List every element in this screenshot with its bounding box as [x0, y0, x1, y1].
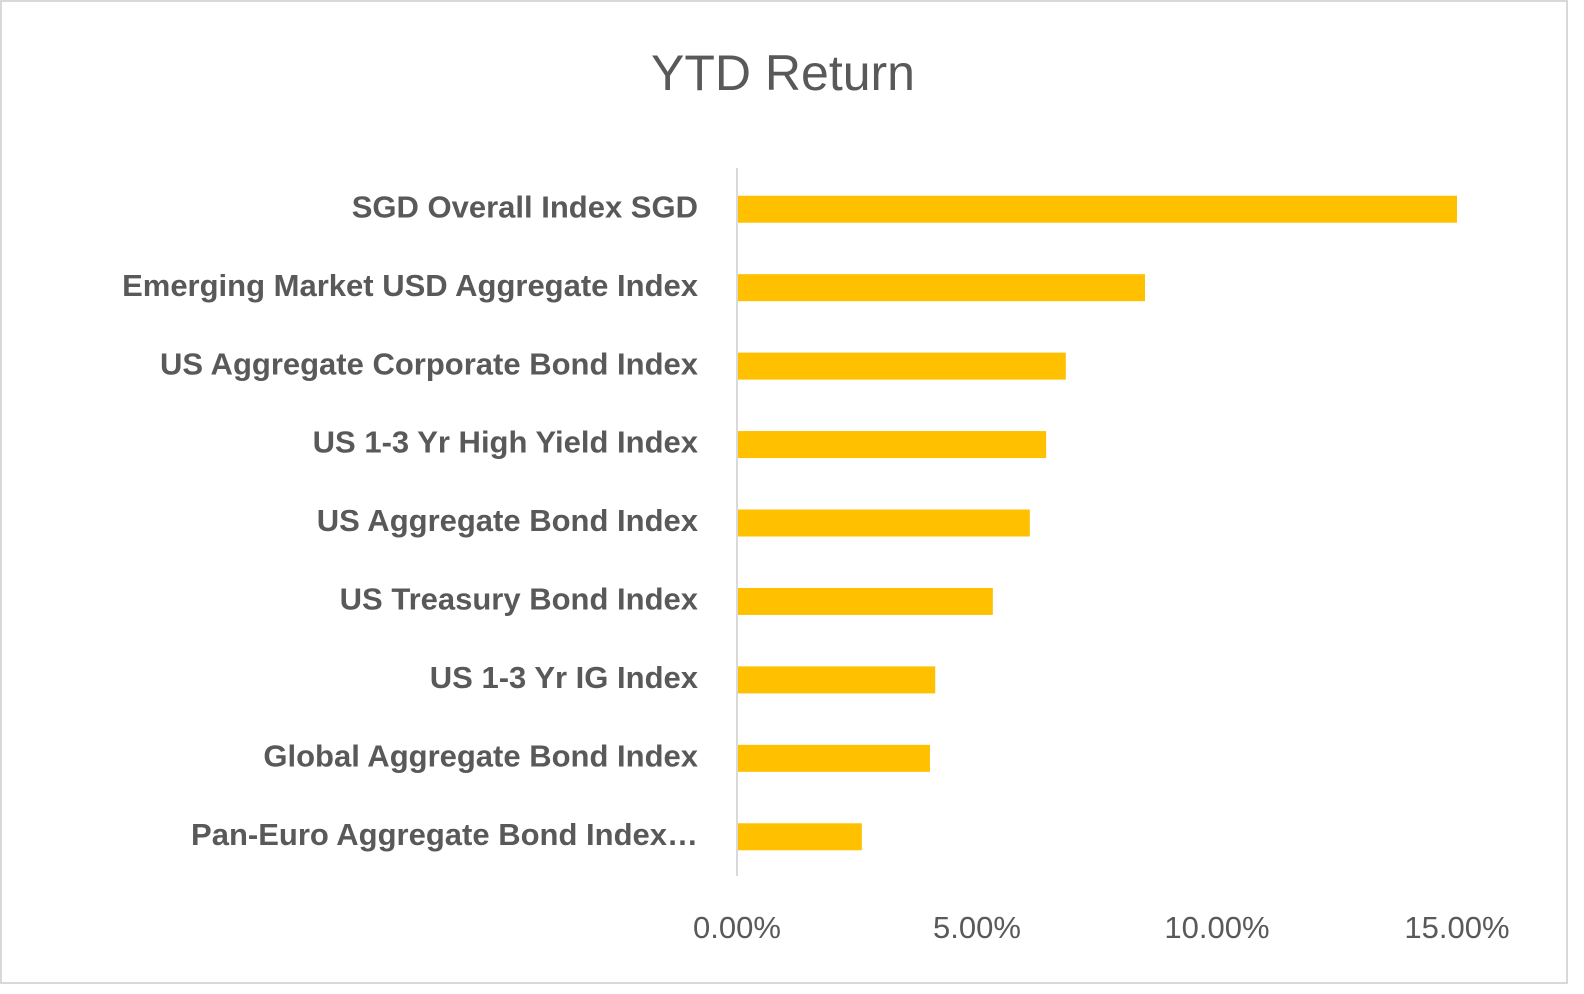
y-tick-label: SGD Overall Index SGD: [352, 189, 698, 224]
bar: [737, 823, 862, 851]
bar: [737, 666, 936, 694]
bar: [737, 431, 1047, 459]
y-tick-label: US Treasury Bond Index: [340, 582, 699, 617]
x-tick-label: 10.00%: [1164, 910, 1269, 945]
bar: [737, 587, 993, 615]
y-tick-label: Pan-Euro Aggregate Bond Index…: [191, 817, 698, 852]
bar: [737, 195, 1457, 223]
x-tick-label: 15.00%: [1404, 910, 1509, 945]
y-tick-label: US 1-3 Yr IG Index: [430, 660, 699, 695]
chart-border: [0, 0, 1568, 984]
y-tick-label: US Aggregate Corporate Bond Index: [160, 346, 699, 381]
x-tick-label: 5.00%: [933, 910, 1021, 945]
chart-title: YTD Return: [651, 45, 915, 101]
y-tick-label: Emerging Market USD Aggregate Index: [122, 268, 699, 303]
x-tick-label: 0.00%: [693, 910, 781, 945]
bar: [737, 509, 1030, 537]
y-tick-label: Global Aggregate Bond Index: [263, 739, 698, 774]
y-tick-label: US 1-3 Yr High Yield Index: [313, 425, 699, 460]
bar: [737, 744, 930, 772]
bar: [737, 274, 1145, 302]
y-tick-label: US Aggregate Bond Index: [317, 503, 699, 538]
bar: [737, 352, 1066, 380]
